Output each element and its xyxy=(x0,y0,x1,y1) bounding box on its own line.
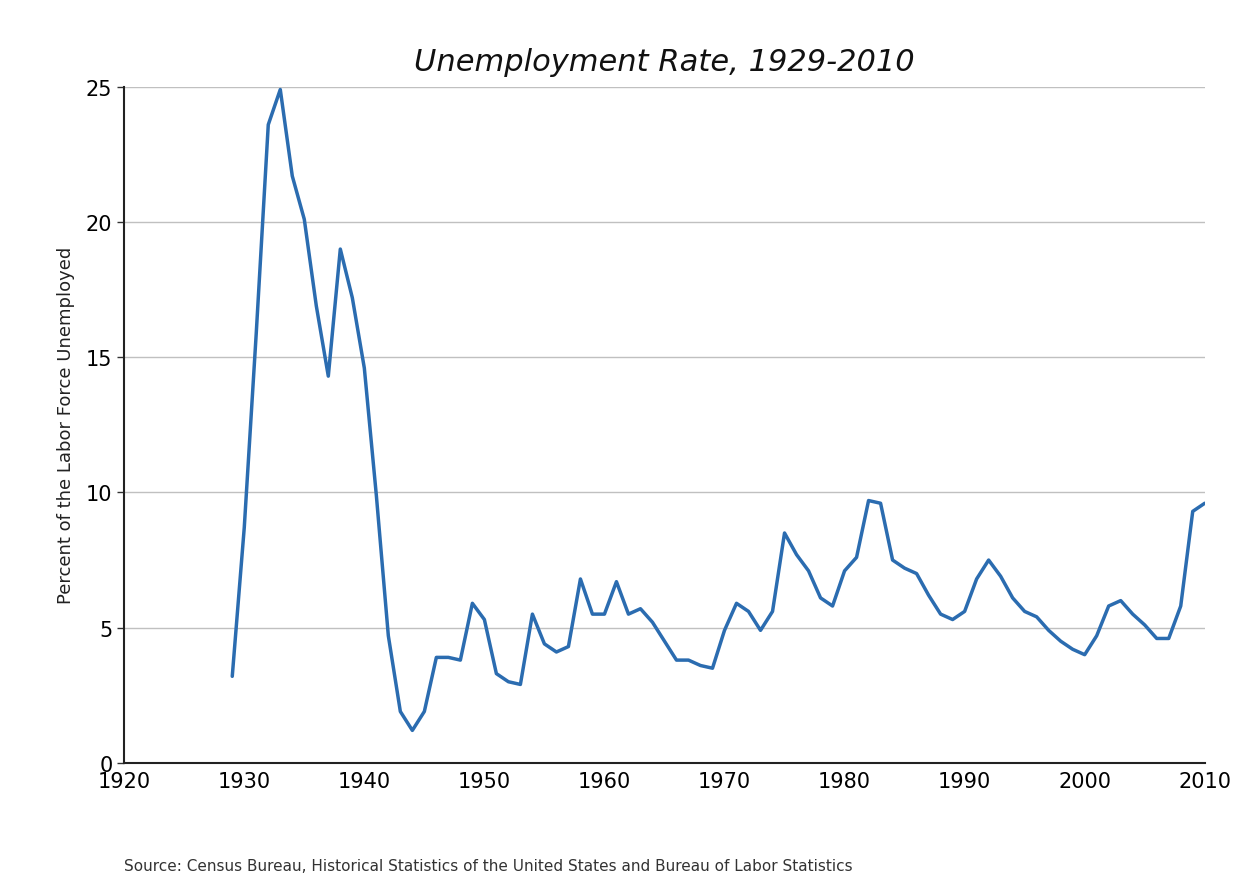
Text: Source: Census Bureau, Historical Statistics of the United States and Bureau of : Source: Census Bureau, Historical Statis… xyxy=(124,858,853,873)
Y-axis label: Percent of the Labor Force Unemployed: Percent of the Labor Force Unemployed xyxy=(57,247,75,603)
Title: Unemployment Rate, 1929-2010: Unemployment Rate, 1929-2010 xyxy=(414,48,915,77)
